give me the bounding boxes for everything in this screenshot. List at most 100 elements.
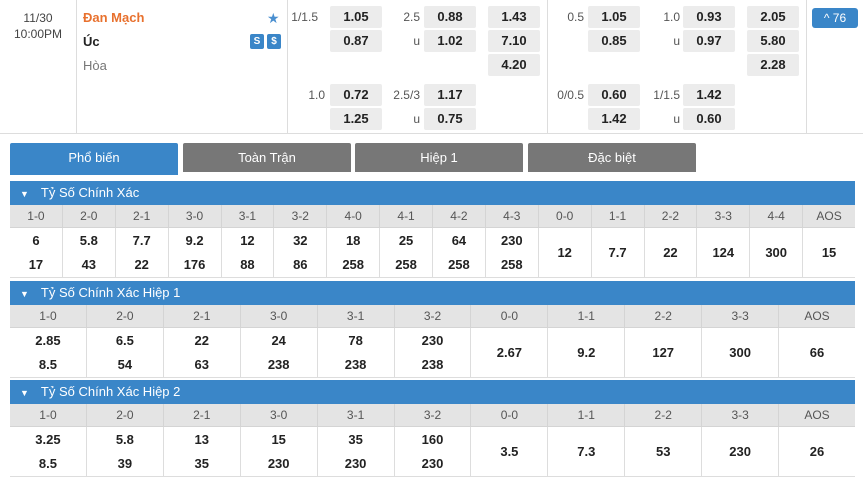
- ft-1x2-away-odds[interactable]: 7.10: [488, 30, 540, 52]
- draw-score-odds[interactable]: 2.67: [496, 345, 523, 360]
- away-score-odds[interactable]: 17: [28, 257, 44, 272]
- home-score-odds[interactable]: 35: [348, 432, 363, 447]
- away-score-odds[interactable]: 8.5: [38, 456, 57, 471]
- ht-ou1-under-odds[interactable]: 0.97: [683, 30, 735, 52]
- home-score-odds[interactable]: 5.8: [115, 432, 134, 447]
- odds-cell[interactable]: 12 88: [222, 228, 275, 277]
- home-score-odds[interactable]: 6.5: [115, 333, 134, 348]
- away-score-odds[interactable]: 230: [267, 456, 290, 471]
- section-header[interactable]: ▼ Tỷ Số Chính Xác: [10, 181, 855, 205]
- away-score-odds[interactable]: 258: [342, 257, 365, 272]
- away-score-odds[interactable]: 86: [293, 257, 308, 272]
- tab-special[interactable]: Đặc biệt: [528, 143, 696, 172]
- home-score-odds[interactable]: 24: [271, 333, 286, 348]
- home-score-odds[interactable]: 7.7: [132, 233, 151, 248]
- draw-score-odds[interactable]: 7.3: [577, 444, 596, 459]
- odds-cell[interactable]: 7.7: [592, 228, 645, 277]
- odds-cell[interactable]: 64 258: [433, 228, 486, 277]
- odds-cell[interactable]: 300: [702, 328, 780, 377]
- away-score-odds[interactable]: 8.5: [38, 357, 57, 372]
- odds-cell[interactable]: 127: [625, 328, 703, 377]
- ht-hdp2-away-odds[interactable]: 1.42: [588, 108, 640, 130]
- ft-ou2-over-odds[interactable]: 1.17: [424, 84, 476, 106]
- tab-full-time[interactable]: Toàn Trận: [183, 143, 351, 172]
- away-score-odds[interactable]: 88: [240, 257, 255, 272]
- odds-cell[interactable]: 160 230: [395, 427, 472, 476]
- odds-cell[interactable]: 300: [750, 228, 804, 277]
- odds-cell[interactable]: 7.3: [548, 427, 626, 476]
- ht-hdp1-home-odds[interactable]: 1.05: [588, 6, 640, 28]
- home-team[interactable]: Đan Mạch: [83, 10, 145, 25]
- draw-score-odds[interactable]: 53: [655, 444, 671, 459]
- away-score-odds[interactable]: 22: [134, 257, 149, 272]
- home-score-odds[interactable]: 25: [398, 233, 414, 248]
- ft-ou2-under-odds[interactable]: 0.75: [424, 108, 476, 130]
- odds-cell[interactable]: 15 230: [241, 427, 318, 476]
- home-score-odds[interactable]: 32: [293, 233, 308, 248]
- odds-cell[interactable]: 2.67: [471, 328, 549, 377]
- odds-cell[interactable]: 3.5: [471, 427, 549, 476]
- ht-1x2-home-odds[interactable]: 2.05: [747, 6, 799, 28]
- ft-ou1-under-odds[interactable]: 1.02: [424, 30, 476, 52]
- ht-ou1-over-odds[interactable]: 0.93: [683, 6, 735, 28]
- odds-cell[interactable]: 22: [645, 228, 698, 277]
- home-score-odds[interactable]: 13: [194, 432, 209, 447]
- away-score-odds[interactable]: 35: [194, 456, 209, 471]
- odds-cell[interactable]: 2.85 8.5: [10, 328, 87, 377]
- home-score-odds[interactable]: 6: [32, 233, 40, 248]
- home-score-odds[interactable]: 160: [421, 432, 444, 447]
- away-score-odds[interactable]: 238: [267, 357, 290, 372]
- odds-cell[interactable]: 25 258: [380, 228, 433, 277]
- chevron-down-icon[interactable]: ▼: [20, 189, 29, 199]
- odds-cell[interactable]: 124: [697, 228, 751, 277]
- ht-hdp1-away-odds[interactable]: 0.85: [588, 30, 640, 52]
- draw-score-odds[interactable]: 230: [729, 444, 751, 459]
- stats-icon[interactable]: S: [250, 34, 264, 49]
- odds-cell[interactable]: 24 238: [241, 328, 318, 377]
- odds-cell[interactable]: 15: [803, 228, 855, 277]
- ht-ou2-over-odds[interactable]: 1.42: [683, 84, 735, 106]
- away-score-odds[interactable]: 54: [117, 357, 133, 372]
- odds-cell[interactable]: 230 238: [395, 328, 472, 377]
- draw-score-odds[interactable]: 300: [729, 345, 751, 360]
- home-score-odds[interactable]: 3.25: [35, 432, 61, 447]
- chevron-down-icon[interactable]: ▼: [20, 289, 29, 299]
- draw-score-odds[interactable]: 127: [652, 345, 675, 360]
- draw-score-odds[interactable]: 300: [765, 245, 788, 260]
- ht-1x2-draw-odds[interactable]: 2.28: [747, 54, 799, 76]
- home-score-odds[interactable]: 15: [271, 432, 286, 447]
- odds-cell[interactable]: 9.2: [548, 328, 626, 377]
- odds-cell[interactable]: 13 35: [164, 427, 241, 476]
- away-team[interactable]: Úc: [83, 34, 100, 49]
- ft-1x2-home-odds[interactable]: 1.43: [488, 6, 540, 28]
- home-score-odds[interactable]: 230: [421, 333, 444, 348]
- away-score-odds[interactable]: 39: [117, 456, 133, 471]
- favorite-star-icon[interactable]: ★: [267, 10, 280, 26]
- ft-hdp2-away-odds[interactable]: 1.25: [330, 108, 382, 130]
- draw-score-odds[interactable]: 124: [712, 245, 735, 260]
- draw-score-odds[interactable]: 12: [557, 245, 572, 260]
- away-score-odds[interactable]: 176: [183, 257, 206, 272]
- odds-cell[interactable]: 230: [702, 427, 780, 476]
- more-markets-button[interactable]: ^ 76: [812, 8, 858, 28]
- away-score-odds[interactable]: 63: [194, 357, 209, 372]
- home-score-odds[interactable]: 2.85: [35, 333, 61, 348]
- ft-1x2-draw-odds[interactable]: 4.20: [488, 54, 540, 76]
- odds-cell[interactable]: 26: [779, 427, 855, 476]
- odds-cell[interactable]: 32 86: [274, 228, 328, 277]
- odds-cell[interactable]: 7.7 22: [116, 228, 169, 277]
- home-score-odds[interactable]: 9.2: [185, 233, 204, 248]
- draw-score-odds[interactable]: 26: [809, 444, 825, 459]
- odds-cell[interactable]: 5.8 43: [63, 228, 116, 277]
- draw-score-odds[interactable]: 22: [663, 245, 678, 260]
- draw-score-odds[interactable]: 7.7: [608, 245, 627, 260]
- ft-hdp1-home-odds[interactable]: 1.05: [330, 6, 382, 28]
- home-score-odds[interactable]: 5.8: [79, 233, 98, 248]
- odds-cell[interactable]: 12: [539, 228, 592, 277]
- odds-cell[interactable]: 35 230: [318, 427, 395, 476]
- draw-score-odds[interactable]: 3.5: [500, 444, 519, 459]
- tab-first-half[interactable]: Hiệp 1: [355, 143, 523, 172]
- away-score-odds[interactable]: 230: [344, 456, 367, 471]
- home-score-odds[interactable]: 78: [348, 333, 363, 348]
- home-score-odds[interactable]: 230: [500, 233, 523, 248]
